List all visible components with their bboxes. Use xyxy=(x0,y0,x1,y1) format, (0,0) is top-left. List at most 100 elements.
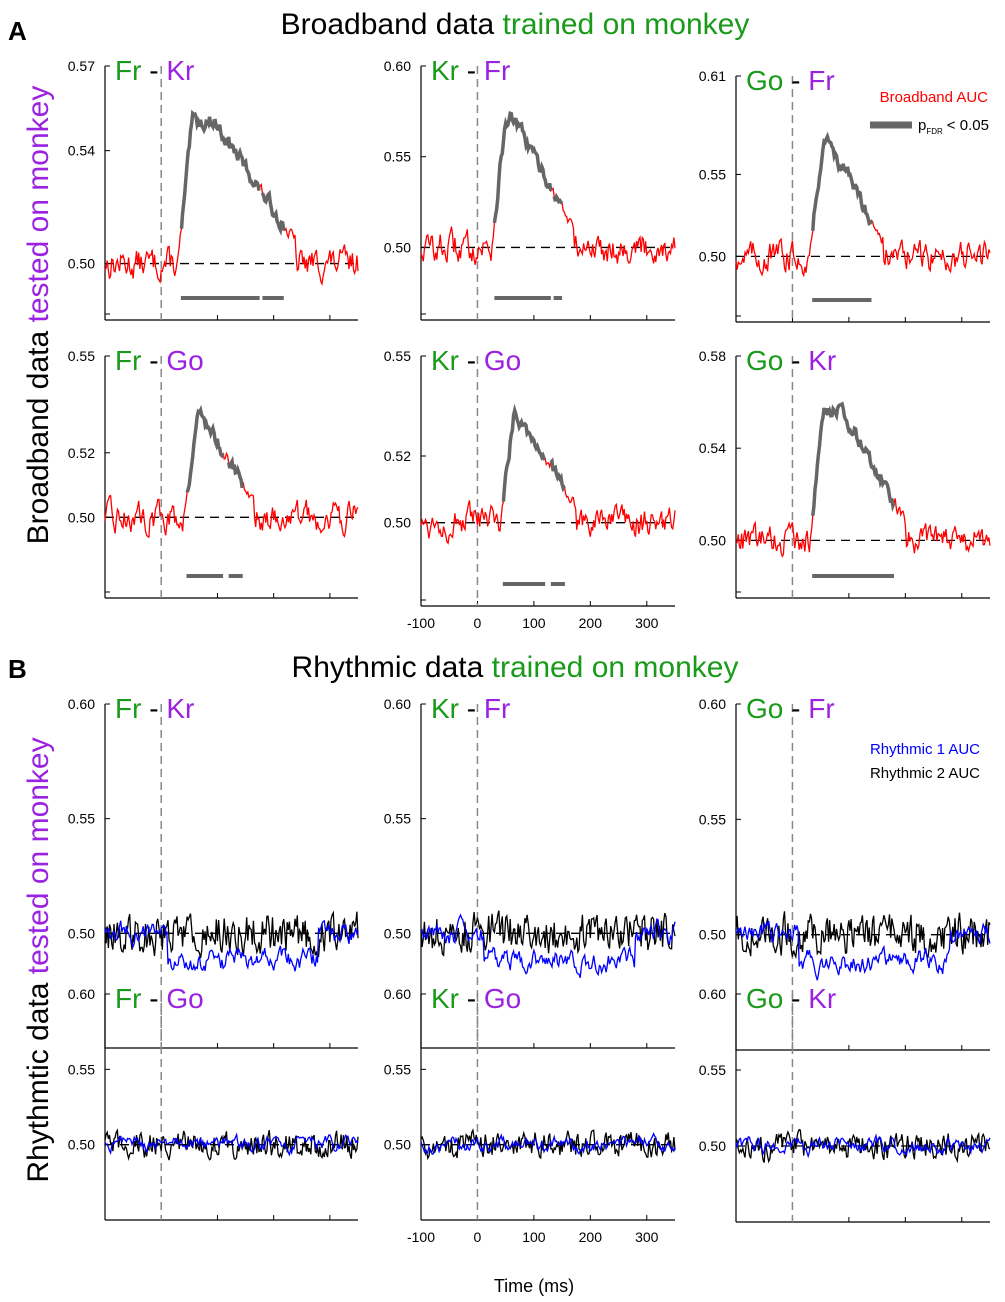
subplot-b-kr-go: 0.60 0.55 0.50 -100 0 100 200 300 Kr - Go xyxy=(384,983,676,1245)
panel-a-title-black: Broadband data xyxy=(281,8,495,41)
rhythmic1-auc-line xyxy=(420,913,676,979)
label-dash: - xyxy=(459,693,484,724)
significant-auc-segment xyxy=(226,455,244,489)
legend-significance-label: pFDR < 0.05 xyxy=(918,117,989,136)
test-species: Go xyxy=(484,983,521,1014)
test-species: Fr xyxy=(808,65,834,96)
significant-auc-segment xyxy=(811,401,896,516)
train-species: Fr xyxy=(115,983,141,1014)
x-tick-label: 100 xyxy=(522,615,546,631)
legend-sig-sub: FDR xyxy=(926,127,943,136)
legend-rhythmic1-auc: Rhythmic 1 AUC xyxy=(870,741,980,758)
y-tick-label: 0.55 xyxy=(68,1061,95,1077)
y-tick-label: 0.60 xyxy=(68,696,95,712)
y-tick-label: 0.61 xyxy=(699,68,726,84)
label-dash: - xyxy=(459,345,484,376)
panel-a-ylabel-purple: tested on monkey xyxy=(22,86,55,323)
subplot-label: Kr - Go xyxy=(431,983,521,1014)
y-tick-label: 0.60 xyxy=(384,696,411,712)
subplot-a-go-kr: 0.58 0.54 0.50 Go - Kr xyxy=(699,345,991,599)
y-tick-label: 0.55 xyxy=(384,348,411,364)
x-axis-label: Time (ms) xyxy=(494,1276,574,1296)
label-dash: - xyxy=(141,983,166,1014)
legend-rhythmic2-auc: Rhythmic 2 AUC xyxy=(870,765,980,782)
y-tick-label: 0.55 xyxy=(68,811,95,827)
subplot-b-fr-kr: 0.60 0.55 0.50 Fr - Kr xyxy=(68,693,359,1049)
subplot-label: Fr - Go xyxy=(115,345,204,376)
broadband-auc-line xyxy=(104,408,359,539)
subplot-b-go-kr: 0.60 0.55 0.50 Go - Kr xyxy=(699,983,991,1223)
subplot-label: Fr - Kr xyxy=(115,55,194,86)
subplot-label: Fr - Go xyxy=(115,983,204,1014)
label-dash: - xyxy=(141,55,166,86)
label-dash: - xyxy=(783,983,808,1014)
panel-b-title-black: Rhythmic data xyxy=(292,651,484,684)
x-tick-label: 200 xyxy=(579,1229,603,1245)
y-tick-label: 0.52 xyxy=(384,448,411,464)
rhythmic1-auc-line xyxy=(420,1132,676,1156)
subplot-label: Go - Fr xyxy=(746,693,835,724)
train-species: Go xyxy=(746,983,783,1014)
panel-a-ylabel: Broadband data tested on monkey xyxy=(22,86,55,545)
y-tick-label: 0.50 xyxy=(68,509,95,525)
x-tick-label: 100 xyxy=(522,1229,546,1245)
label-dash: - xyxy=(459,983,484,1014)
label-dash: - xyxy=(783,345,808,376)
significant-auc-segment xyxy=(811,131,874,231)
test-species: Kr xyxy=(808,983,836,1014)
subplot-label: Fr - Kr xyxy=(115,693,194,724)
subplot-a-kr-go: 0.55 0.52 0.50 -100 0 100 200 300 Kr - Go xyxy=(384,345,676,631)
legend-sig-rest: < 0.05 xyxy=(947,117,989,134)
subplot-b-kr-fr: 0.60 0.55 0.50 Kr - Fr xyxy=(384,693,676,1049)
y-tick-label: 0.50 xyxy=(384,1137,411,1153)
train-species: Fr xyxy=(115,55,141,86)
train-species: Kr xyxy=(431,983,459,1014)
y-tick-label: 0.50 xyxy=(384,925,411,941)
subplot-label: Kr - Fr xyxy=(431,693,510,724)
y-tick-label: 0.55 xyxy=(699,1062,726,1078)
x-tick-label: 200 xyxy=(579,615,603,631)
test-species: Fr xyxy=(808,693,834,724)
test-species: Go xyxy=(484,345,521,376)
test-species: Go xyxy=(166,345,203,376)
panel-a-letter: A xyxy=(8,16,27,46)
subplot-a-go-fr: 0.61 0.55 0.50 Go - Fr xyxy=(699,65,991,323)
broadband-auc-line xyxy=(104,111,359,287)
y-tick-label: 0.55 xyxy=(699,811,726,827)
subplot-a-fr-go: 0.55 0.52 0.50 Fr - Go xyxy=(68,345,359,599)
subplot-label: Go - Kr xyxy=(746,983,836,1014)
x-tick-label: 0 xyxy=(474,615,482,631)
significant-auc-segment xyxy=(549,457,566,493)
subplot-label: Kr - Go xyxy=(431,345,521,376)
test-species: Fr xyxy=(484,693,510,724)
significant-auc-segment xyxy=(179,109,261,229)
panel-b-ylabel-purple: tested on monkey xyxy=(22,737,55,974)
train-species: Go xyxy=(746,693,783,724)
test-species: Kr xyxy=(166,55,194,86)
rhythmic1-auc-line xyxy=(104,1132,359,1157)
y-tick-label: 0.55 xyxy=(384,149,411,165)
test-species: Kr xyxy=(808,345,836,376)
subplot-a-fr-kr: 0.57 0.54 0.50 Fr - Kr xyxy=(68,55,359,321)
panel-b-ylabel-black: Rhythmtic data xyxy=(22,982,55,1182)
test-species: Kr xyxy=(166,693,194,724)
panel-b-letter: B xyxy=(8,654,27,684)
rhythmic1-auc-line xyxy=(735,1133,991,1159)
significant-auc-segment xyxy=(501,403,546,502)
y-tick-label: 0.50 xyxy=(699,532,726,548)
subplot-b-fr-go: 0.60 0.55 0.50 Fr - Go xyxy=(68,983,359,1221)
subplot-label: Kr - Fr xyxy=(431,55,510,86)
y-tick-label: 0.50 xyxy=(68,925,95,941)
x-tick-label: -100 xyxy=(407,615,435,631)
legend-sig-p: p xyxy=(918,117,926,134)
subplot-a-kr-fr: 0.60 0.55 0.50 Kr - Fr xyxy=(384,55,676,321)
broadband-auc-line xyxy=(420,112,676,265)
train-species: Kr xyxy=(431,345,459,376)
label-dash: - xyxy=(141,693,166,724)
train-species: Fr xyxy=(115,693,141,724)
test-species: Fr xyxy=(484,55,510,86)
x-tick-label: 300 xyxy=(635,615,659,631)
y-tick-label: 0.58 xyxy=(699,348,726,364)
